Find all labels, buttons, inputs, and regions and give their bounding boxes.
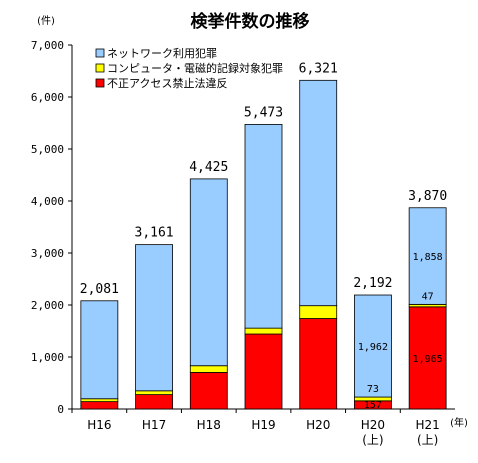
bar-segment (354, 294, 392, 398)
x-category-label: H17 (142, 418, 166, 432)
y-tick-label: 3,000 (31, 247, 64, 260)
x-category-label: H18 (197, 418, 221, 432)
bar-segment (135, 390, 173, 395)
x-axis-unit: (年) (450, 416, 468, 429)
bar-segment (299, 305, 338, 319)
bar-segment (408, 306, 447, 410)
bar-segment (244, 327, 283, 335)
bar-segment (80, 401, 119, 410)
x-category-sublabel: (上) (417, 433, 438, 447)
bar-total-label: 3,870 (408, 189, 447, 204)
bar-segment (244, 124, 283, 329)
x-category-label: H20 (306, 418, 330, 432)
y-tick-label: 5,000 (31, 143, 64, 156)
legend-label: 不正アクセス禁止法違反 (107, 76, 227, 90)
bar-segment (189, 365, 228, 373)
bar-total-label: 3,161 (135, 226, 174, 241)
x-category-label: H21 (415, 418, 439, 432)
y-tick-label: 2,000 (31, 299, 64, 312)
y-tick-label: 6,000 (31, 91, 64, 104)
bar-segment (299, 318, 338, 410)
bar-segment (80, 300, 119, 400)
bars (80, 79, 447, 410)
bar-segment (189, 178, 228, 367)
chart-title: 検挙件数の推移 (191, 11, 310, 32)
legend-label: ネットワーク利用犯罪 (107, 47, 217, 60)
legend-label: コンピュータ・電磁的記録対象犯罪 (107, 61, 283, 75)
y-tick-label: 0 (57, 403, 64, 416)
bar-segment (189, 372, 228, 410)
x-category-label: H16 (87, 418, 111, 432)
bar-segment (80, 398, 119, 403)
x-category-label: H19 (251, 418, 275, 432)
legend-swatch (95, 63, 105, 73)
segment-value-label: 1,965 (413, 354, 443, 365)
bar-segment (135, 244, 173, 392)
x-category-sublabel: (上) (362, 433, 383, 447)
y-axis-unit: (件) (37, 15, 55, 27)
y-tick-label: 4,000 (31, 195, 64, 208)
legend-swatch (95, 48, 105, 58)
bar-total-label: 2,192 (353, 276, 392, 291)
axes: 0 1,000 2,000 3,000 4,000 5,000 6,000 7,000 H16 H… (31, 39, 455, 447)
y-tick-label: 7,000 (31, 39, 64, 52)
y-tick-label: 1,000 (31, 351, 64, 364)
bar-segment (135, 394, 173, 410)
x-category-label: H20 (361, 418, 385, 432)
bar-total-label: 5,473 (244, 105, 283, 120)
legend-swatch (95, 78, 105, 88)
bar-total-label: 2,081 (80, 282, 119, 297)
bar-total-label: 4,425 (189, 160, 228, 175)
segment-value-label: 47 (422, 291, 434, 302)
segment-value-label: 73 (367, 384, 379, 395)
bar-segment (244, 333, 283, 410)
bar-segment (408, 207, 447, 305)
segment-value-label: 1,858 (413, 252, 443, 263)
segment-value-label: 157 (364, 400, 382, 411)
segment-value-label: 1,962 (358, 342, 388, 353)
bar-segment (299, 79, 338, 307)
bar-labels: 2,081 3,161 4,425 5,473 6,321 2,192 3,870 157 73… (80, 61, 447, 411)
bar-total-label: 6,321 (299, 61, 338, 76)
